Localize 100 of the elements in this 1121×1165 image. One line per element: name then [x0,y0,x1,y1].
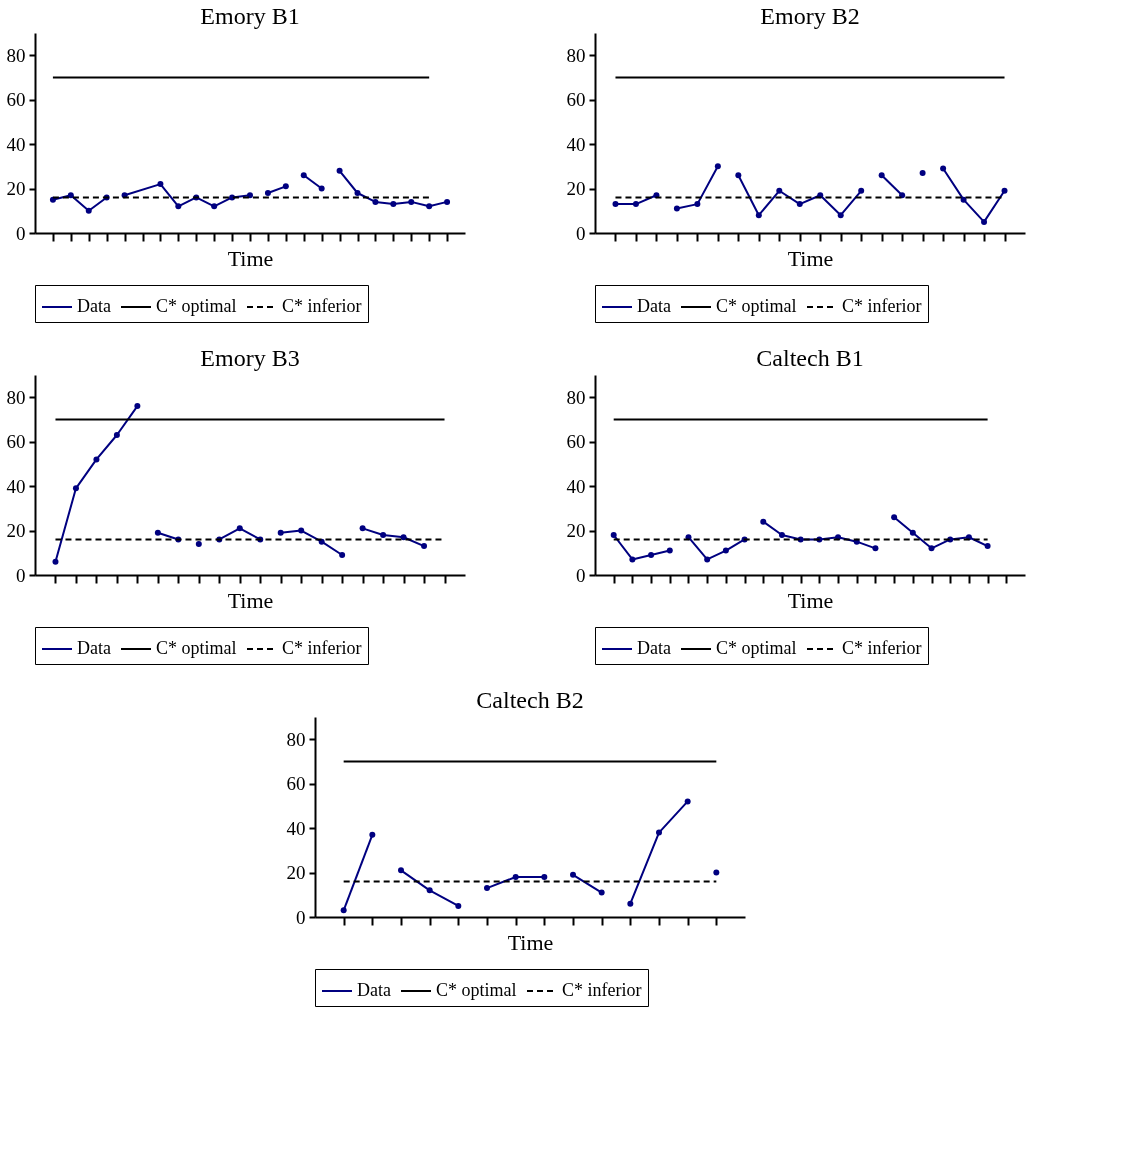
point [755,212,762,219]
y-tick-label: 20 [566,520,585,542]
point [703,556,710,563]
point [984,543,991,550]
y-tick-label: 80 [566,386,585,408]
point [1001,187,1008,194]
point [359,525,366,532]
point [857,187,864,194]
legend-label: C* optimal [715,638,796,658]
y-tick-label: 60 [566,431,585,453]
point [425,203,432,210]
point [51,558,58,565]
point [628,556,635,563]
point [960,196,967,203]
point [796,201,803,208]
legend-label: Data [636,638,671,658]
legend-label: Data [76,296,111,316]
y-tick-label: 40 [286,817,305,839]
point [72,485,79,492]
point [389,201,396,208]
point [734,172,741,179]
y-tick-label: 80 [6,44,25,66]
point [512,874,519,880]
x-axis-title: Time [507,929,553,955]
y-tick-label: 0 [15,564,25,586]
legend-label: Data [636,296,671,316]
point [775,187,782,194]
point [277,529,284,536]
point [714,163,721,170]
point [264,190,271,196]
point [693,201,700,208]
y-tick-label: 0 [575,222,585,244]
point [655,829,662,836]
point [407,198,414,205]
point [156,181,163,188]
point [722,547,729,554]
x-axis-title: Time [787,245,833,271]
legend-label: C* optimal [155,296,236,316]
point [420,543,427,550]
point [673,205,680,212]
point [443,198,450,205]
point [569,871,576,878]
point [340,907,347,914]
legend-label: C* inferior [841,296,921,316]
point [632,201,639,208]
point [236,525,243,532]
legend-label: Data [356,980,391,1000]
y-tick-label: 60 [286,773,305,795]
point [336,167,343,174]
y-tick-label: 0 [295,906,305,928]
point [379,532,386,538]
y-tick-label: 60 [6,431,25,453]
point [647,552,654,558]
y-tick-label: 80 [6,386,25,408]
point [483,885,490,892]
chart-title: Caltech B2 [475,687,584,713]
point [898,192,905,199]
point [666,547,673,554]
legend-label: C* inferior [561,980,641,1000]
legend-label: C* inferior [841,638,921,658]
point [939,165,946,172]
point [318,538,325,545]
y-tick-label: 20 [566,178,585,200]
y-tick-label: 40 [6,133,25,155]
y-tick-label: 60 [6,89,25,111]
point [980,218,987,225]
point [611,201,618,208]
point [878,172,885,179]
y-tick-label: 80 [566,44,585,66]
point [871,545,878,552]
point [837,212,844,219]
point [49,196,56,203]
point [354,190,360,196]
point [426,887,433,894]
chart-title: Emory B2 [759,3,860,29]
point [92,456,99,463]
legend-label: C* inferior [281,638,361,658]
point [890,514,897,521]
y-tick-label: 20 [6,520,25,542]
chart-title: Emory B1 [199,3,300,29]
legend-label: C* optimal [435,980,516,1000]
point [684,798,691,805]
point [300,172,307,179]
point [759,518,766,525]
chart-title: Emory B3 [199,345,300,371]
point [371,198,378,205]
point [318,185,325,192]
y-tick-label: 0 [15,222,25,244]
point [297,527,304,534]
y-tick-label: 80 [286,728,305,750]
point [338,552,345,558]
point [400,534,407,541]
point [540,874,547,880]
point [113,432,120,438]
point [778,532,785,538]
point [397,867,404,874]
y-tick-label: 20 [286,862,305,884]
legend-label: Data [76,638,111,658]
point [909,529,916,536]
y-tick-label: 60 [566,89,585,111]
